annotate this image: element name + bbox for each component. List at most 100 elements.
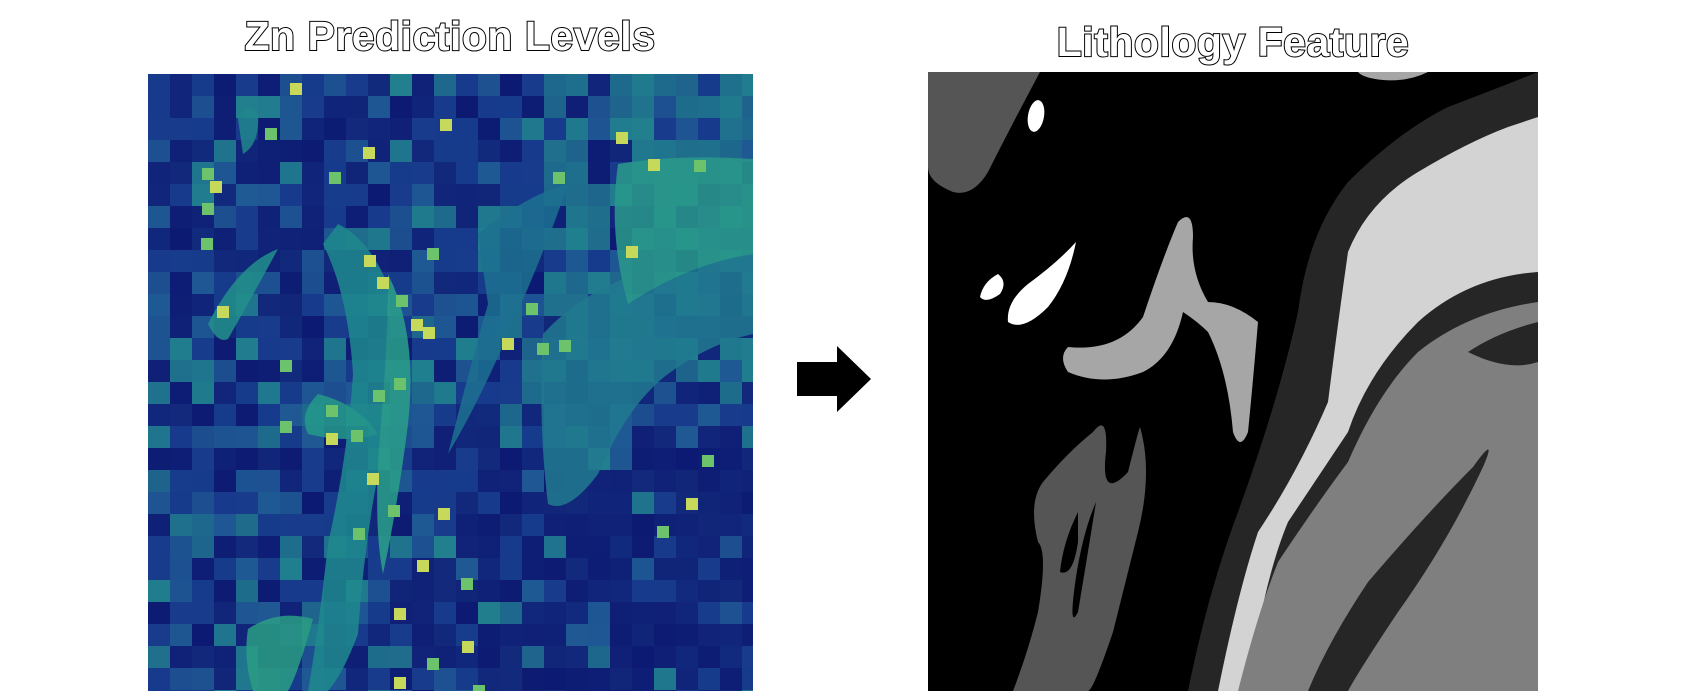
- heatmap-cell: [148, 624, 170, 646]
- heatmap-cell: [214, 338, 236, 360]
- heatmap-cell: [610, 536, 632, 558]
- heatmap-hotspot: [553, 172, 565, 184]
- heatmap-cell: [324, 294, 346, 316]
- heatmap-cell: [434, 470, 456, 492]
- heatmap-cell: [632, 470, 654, 492]
- heatmap-hotspot: [427, 248, 439, 260]
- heatmap-cell: [456, 96, 478, 118]
- heatmap-cell: [654, 382, 676, 404]
- heatmap-cell: [148, 536, 170, 558]
- heatmap-cell: [720, 96, 742, 118]
- heatmap-cell: [192, 448, 214, 470]
- lithology-unit-wedge: [928, 72, 1040, 193]
- heatmap-cell: [742, 514, 753, 536]
- heatmap-cell: [632, 646, 654, 668]
- heatmap-cell: [698, 492, 720, 514]
- heatmap-hotspot: [202, 203, 214, 215]
- heatmap-cell: [412, 492, 434, 514]
- heatmap-cell: [654, 646, 676, 668]
- heatmap-cell: [676, 404, 698, 426]
- heatmap-cell: [434, 536, 456, 558]
- heatmap-cell: [588, 624, 610, 646]
- heatmap-cell: [698, 96, 720, 118]
- heatmap-cell: [698, 470, 720, 492]
- heatmap-cell: [522, 470, 544, 492]
- heatmap-cell: [170, 580, 192, 602]
- heatmap-cell: [368, 646, 390, 668]
- heatmap-cell: [324, 184, 346, 206]
- zn-prediction-map: [148, 74, 753, 691]
- heatmap-cell: [148, 338, 170, 360]
- heatmap-cell: [192, 668, 214, 690]
- heatmap-cell: [214, 250, 236, 272]
- lithology-map: [928, 72, 1538, 691]
- heatmap-cell: [192, 74, 214, 96]
- heatmap-cell: [302, 228, 324, 250]
- heatmap-cell: [434, 558, 456, 580]
- heatmap-cell: [236, 580, 258, 602]
- heatmap-cell: [632, 602, 654, 624]
- heatmap-hotspot: [502, 338, 514, 350]
- heatmap-cell: [676, 74, 698, 96]
- heatmap-cell: [544, 272, 566, 294]
- heatmap-hotspot: [694, 160, 706, 172]
- heatmap-cell: [280, 470, 302, 492]
- heatmap-cell: [412, 602, 434, 624]
- heatmap-cell: [566, 272, 588, 294]
- heatmap-cell: [170, 668, 192, 690]
- heatmap-cell: [170, 294, 192, 316]
- lithology-unit-mid: [1238, 302, 1538, 691]
- heatmap-cell: [170, 140, 192, 162]
- heatmap-cell: [500, 448, 522, 470]
- heatmap-cell: [456, 162, 478, 184]
- heatmap-cell: [170, 206, 192, 228]
- heatmap-cell: [500, 624, 522, 646]
- heatmap-cell: [258, 294, 280, 316]
- heatmap-cell: [654, 118, 676, 140]
- heatmap-hotspot: [423, 327, 435, 339]
- heatmap-cell: [390, 96, 412, 118]
- heatmap-cell: [412, 118, 434, 140]
- heatmap-cell: [698, 382, 720, 404]
- heatmap-cell: [170, 470, 192, 492]
- heatmap-cell: [390, 206, 412, 228]
- heatmap-cell: [302, 206, 324, 228]
- heatmap-cell: [236, 162, 258, 184]
- heatmap-cell: [302, 448, 324, 470]
- heatmap-cell: [742, 404, 753, 426]
- heatmap-cell: [258, 360, 280, 382]
- heatmap-cell: [456, 272, 478, 294]
- heatmap-cell: [610, 668, 632, 690]
- heatmap-cell: [324, 74, 346, 96]
- heatmap-cell: [456, 558, 478, 580]
- heatmap-cell: [214, 536, 236, 558]
- heatmap-cell: [368, 162, 390, 184]
- heatmap-cell: [456, 448, 478, 470]
- heatmap-cell: [280, 558, 302, 580]
- heatmap-cell: [676, 382, 698, 404]
- lithology-stripe: [1308, 449, 1489, 691]
- heatmap-cell: [632, 514, 654, 536]
- heatmap-cell: [258, 140, 280, 162]
- heatmap-cell: [566, 624, 588, 646]
- heatmap-cell: [720, 602, 742, 624]
- heatmap-cell: [412, 536, 434, 558]
- heatmap-cell: [258, 580, 280, 602]
- heatmap-cell: [412, 470, 434, 492]
- heatmap-cell: [544, 668, 566, 690]
- heatmap-cell: [434, 580, 456, 602]
- heatmap-cell: [478, 668, 500, 690]
- heatmap-cell: [214, 558, 236, 580]
- heatmap-hotspot: [686, 498, 698, 510]
- heatmap-cell: [588, 162, 610, 184]
- heatmap-cell: [412, 184, 434, 206]
- heatmap-cell: [412, 448, 434, 470]
- heatmap-hotspot: [363, 147, 375, 159]
- heatmap-cell: [368, 184, 390, 206]
- heatmap-cell: [236, 492, 258, 514]
- heatmap-cell: [742, 96, 753, 118]
- heatmap-cell: [390, 624, 412, 646]
- heatmap-cell: [390, 184, 412, 206]
- heatmap-cell: [500, 536, 522, 558]
- heatmap-cell: [654, 492, 676, 514]
